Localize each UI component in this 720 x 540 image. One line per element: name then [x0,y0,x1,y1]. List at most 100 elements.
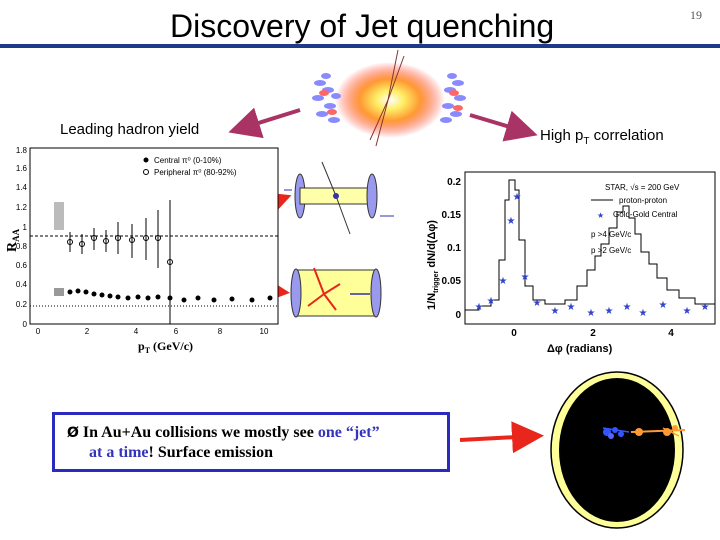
svg-text:★: ★ [623,302,632,313]
corr-cut-assoc-p: p [591,246,596,255]
page-number: 19 [690,8,702,22]
jet-cartoons [284,161,394,318]
raa-ylabel-sub: AA [11,228,21,241]
corr-cut-assoc-rest: >2 GeV/c [595,246,631,255]
high-pt-pre: High p [540,127,584,144]
high-pt-post: correlation [589,127,664,144]
corr-xticks: 0 2 4 [511,328,674,339]
raa-ylabel: RAA [5,228,21,252]
svg-text:★: ★ [521,272,530,283]
corr-legend-auau: Gold-Gold Central [613,210,678,219]
corr-ytick-1: 0.05 [442,276,462,287]
svg-text:★: ★ [701,302,710,313]
raa-ytick-7: 1.4 [16,183,28,192]
surface-emission-box: Ø In Au+Au collisions we mostly see one … [52,412,450,472]
raa-xlabel: pT (GeV/c) [138,339,193,355]
svg-text:★: ★ [639,308,648,319]
corr-cut-trig-rest: >4 GeV/c [595,230,631,239]
corr-frame [464,171,716,325]
bullet-line2-post: ! Surface emission [148,444,273,461]
raa-ytick-2: 0.4 [16,280,28,289]
pp-nucleus-right [366,173,378,219]
raa-legend-central-marker [143,157,149,163]
title-bar: Discovery of Jet quenching [0,0,720,48]
corr-legend: STAR, √s = 200 GeV proton-proton ★ Gold-… [591,183,680,255]
bullet-line-1: Ø In Au+Au collisions we mostly see one … [67,423,437,443]
svg-text:★: ★ [567,302,576,313]
raa-ytick-1: 0.2 [16,300,28,309]
jet-tracks [369,49,405,147]
raa-ytick-3: 0.6 [16,261,28,270]
raa-legend-peripheral-marker [143,169,149,175]
collision-illustration [312,49,466,147]
svg-text:★: ★ [499,276,508,287]
corr-ylabel-main: 1/N [426,293,438,310]
medium-core [559,378,675,522]
high-pt-label: High pT correlation [540,127,664,147]
raa-xtick-1: 2 [85,327,90,336]
aa-nucleus-right [370,268,382,318]
raa-ytick-8: 1.6 [16,164,28,173]
bullet-arrow-icon: Ø [67,425,79,441]
corr-ytick-2: 0.1 [447,243,461,254]
corr-pp-histogram [465,179,715,311]
corr-cut-assoc: p >2 GeV/c [591,246,631,255]
fireball [335,62,445,138]
raa-ytick-6: 1.2 [16,203,28,212]
corr-auau-points: ★★★ ★★★ ★★ ★ ★ ★ ★ ★★★ ★ [475,192,710,319]
high-pt-sub: T [583,136,590,147]
corr-cut-trig: p >4 GeV/c [591,230,631,239]
svg-text:★: ★ [533,298,542,309]
arrow-to-highpt [469,110,538,142]
corr-xlabel: Δφ (radians) [547,343,613,355]
corr-legend-auau-marker: ★ [597,211,604,220]
corr-xtick-2: 4 [668,328,674,339]
bullet-line-2: at a time! Surface emission [67,443,437,463]
raa-xtick-0: 0 [36,327,41,336]
svg-text:★: ★ [551,306,560,317]
raa-ytick-9: 1.8 [16,146,28,155]
slide-title: Discovery of Jet quenching [170,8,555,44]
pp-vertex [333,193,339,199]
corr-ylabel: 1/Ntrigger dN/d(Δφ) [426,220,440,310]
pp-jet-down [335,195,351,235]
corr-ytick-4: 0.2 [447,177,461,188]
raa-xtick-5: 10 [260,327,269,336]
raa-legend-peripheral: Peripheral π⁰ (80-92%) [154,168,237,177]
svg-text:★: ★ [507,216,516,227]
corr-ylabel-rest: dN/d(Δφ) [426,220,438,271]
arrow-to-surface [459,421,544,454]
corr-legend-pp: proton-proton [619,196,667,205]
svg-text:★: ★ [659,300,668,311]
surface-emission-diagram [550,371,686,529]
leading-hadron-label: Leading hadron yield [60,121,200,138]
corr-ytick-3: 0.15 [442,210,462,221]
corr-legend-title: STAR, √s = 200 GeV [605,183,680,192]
pp-jet-up [321,161,337,197]
raa-plot: 0 0.2 0.4 0.6 0.8 1 1.2 1.4 1.6 1.8 0 2 … [5,146,279,355]
raa-peripheral-points [67,200,173,324]
raa-xlabel-rest: (GeV/c) [150,339,193,353]
raa-central-points [67,288,273,303]
raa-sys-lower [54,288,64,296]
correlation-plot: 0 0.05 0.1 0.15 0.2 0 2 4 Δφ (radians) 1… [426,171,716,355]
raa-xlabel-sub: T [145,346,151,355]
bullet-line1-pre: In Au+Au collisions we mostly see [78,424,318,441]
raa-xtick-3: 6 [174,327,179,336]
svg-text:★: ★ [587,308,596,319]
corr-xtick-1: 2 [590,328,596,339]
corr-ylabel-sub: trigger [433,270,440,292]
raa-ytick-4: 0.8 [16,242,28,251]
svg-text:★: ★ [487,296,496,307]
raa-xtick-2: 4 [134,327,139,336]
raa-ytick-5: 1 [23,223,28,232]
emitted-jet [602,425,686,439]
aa-nucleus-left [290,268,302,318]
aa-jet-cartoon [290,267,382,318]
arrow-to-leading [228,107,301,139]
raa-ylabel-main: R [5,241,20,252]
raa-yticks: 0 0.2 0.4 0.6 0.8 1 1.2 1.4 1.6 1.8 [16,146,28,329]
bullet-line2-blue: at a time [89,444,149,461]
pp-jet-cartoon [284,161,394,235]
raa-legend-central: Central π⁰ (0-10%) [154,156,222,165]
